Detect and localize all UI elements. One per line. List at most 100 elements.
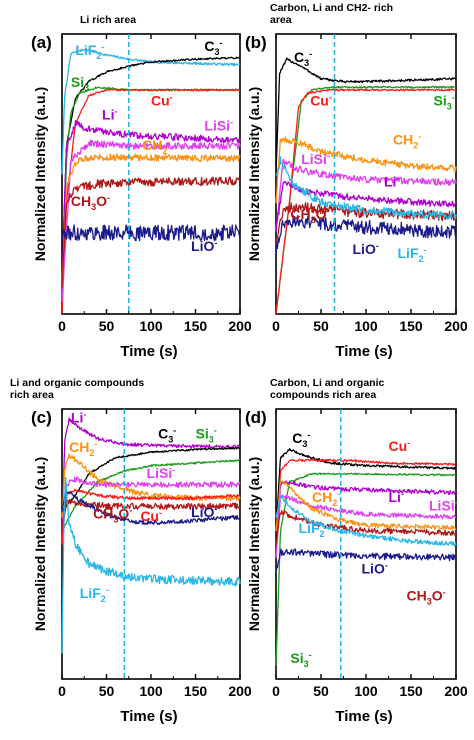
series-label-CH3O-: CH3O- <box>71 193 110 212</box>
x-tick-label: 0 <box>58 318 66 334</box>
series-label-Si3-: Si3- <box>196 426 217 445</box>
series-label-LiF2-: LiF2- <box>299 520 328 539</box>
series-label-LiO-: LiO- <box>191 238 217 254</box>
x-axis-label: Time (s) <box>120 708 177 725</box>
series-label-C3-: C3- <box>158 426 176 445</box>
y-axis-label: Normalized Intensity (a.u.) <box>32 457 48 631</box>
plot-frame <box>275 33 457 315</box>
series-label-LiO-: LiO- <box>353 241 379 257</box>
series-line-LiF2- <box>61 477 241 654</box>
series-label-LiSi-: LiSi- <box>147 465 176 481</box>
series-line-CH2- <box>275 479 457 532</box>
panel-0: (a) Li rich area 0 50 100 150 200 Time (s) Norma… <box>31 14 252 360</box>
x-tick-label: 50 <box>313 318 329 334</box>
x-tick-label: 100 <box>139 318 163 334</box>
panel-letter: (c) <box>31 408 52 427</box>
x-tick-label: 150 <box>399 683 423 699</box>
series-line-C3- <box>275 448 457 531</box>
series-line-Li- <box>61 119 241 288</box>
x-tick-label: 0 <box>272 683 280 699</box>
series-line-Si3- <box>275 472 457 666</box>
series-label-CH3O-: CH3O- <box>290 206 329 225</box>
x-tick-label: 200 <box>228 318 252 334</box>
series-label-CH2-: CH2- <box>393 132 421 151</box>
series-line-CH3O- <box>61 176 241 288</box>
series-label-LiSi-: LiSi- <box>204 118 233 134</box>
area-note: Li rich area <box>80 14 136 26</box>
series-line-Si3- <box>61 458 241 531</box>
x-axis-label: Time (s) <box>335 343 392 360</box>
series-line-LiSi- <box>61 476 241 532</box>
series-label-Li-: Li- <box>71 410 86 426</box>
series-label-LiF2-: LiF2- <box>75 42 104 61</box>
x-tick-label: 50 <box>99 318 115 334</box>
series-label-Si3-: Si3- <box>290 650 311 669</box>
series-label-C3-: C3- <box>292 430 310 449</box>
x-tick-label: 150 <box>399 318 423 334</box>
area-note: rich area <box>10 389 54 401</box>
x-tick-label: 50 <box>313 683 329 699</box>
series-label-CH3O-: CH3O- <box>93 505 132 524</box>
x-tick-label: 150 <box>184 318 208 334</box>
x-tick-label: 100 <box>354 318 378 334</box>
area-note: Li and organic compounds <box>10 377 144 389</box>
x-tick-label: 100 <box>354 683 378 699</box>
series-label-Cu-: Cu- <box>310 92 332 108</box>
series-label-C3-: C3- <box>294 49 312 68</box>
series-line-CH2- <box>61 153 241 288</box>
series-label-LiO-: LiO- <box>191 504 217 520</box>
series-label-LiF2-: LiF2- <box>80 585 109 604</box>
series-line-LiF2- <box>275 155 457 220</box>
series-line-C3- <box>61 56 241 281</box>
panel-letter: (b) <box>245 33 267 52</box>
x-axis-label: Time (s) <box>120 343 177 360</box>
series-label-CH2-: CH2- <box>142 137 170 156</box>
x-tick-label: 100 <box>139 683 163 699</box>
series-line-LiO- <box>61 224 241 242</box>
series-line-Cu- <box>275 458 457 558</box>
series-label-Cu-: Cu- <box>151 92 173 108</box>
series-line-LiO- <box>275 214 457 256</box>
series-line-LiO- <box>275 548 457 572</box>
x-tick-label: 200 <box>444 318 468 334</box>
series-line-LiO- <box>61 491 241 526</box>
area-note: Carbon, Li and CH2- rich <box>270 2 393 14</box>
x-tick-label: 200 <box>228 683 252 699</box>
series-line-Cu- <box>61 88 241 315</box>
series-line-Li- <box>61 417 241 545</box>
series-label-C3-: C3- <box>204 38 222 57</box>
series-line-C3- <box>275 57 457 175</box>
area-note: Carbon, Li and organic <box>270 377 385 389</box>
series-line-Si3- <box>275 85 457 315</box>
series-label-Si3-: Si3- <box>434 92 455 111</box>
x-tick-label: 0 <box>58 683 66 699</box>
series-label-LiO-: LiO- <box>362 561 388 577</box>
x-tick-label: 0 <box>272 318 280 334</box>
series-line-Cu- <box>275 88 457 315</box>
y-axis-label: Normalized Intensity (a.u.) <box>246 87 262 261</box>
panel-letter: (d) <box>245 408 267 427</box>
series-label-Li-: Li- <box>384 174 399 190</box>
series-label-LiSi-: LiSi- <box>429 497 458 513</box>
x-tick-label: 200 <box>444 683 468 699</box>
series-line-Cu- <box>61 488 241 545</box>
x-tick-label: 50 <box>99 683 115 699</box>
series-label-CH3O-: CH3O- <box>407 588 446 607</box>
series-label-CH2-: CH2- <box>69 439 97 458</box>
y-axis-label: Normalized Intensity (a.u.) <box>32 87 48 261</box>
series-label-LiSi-: LiSi- <box>301 151 330 167</box>
series-line-LiSi- <box>61 139 241 302</box>
series-line-CH2- <box>275 136 457 204</box>
series-label-Cu-: Cu- <box>140 508 162 524</box>
y-axis-label: Normalized Intensity (a.u.) <box>246 457 262 631</box>
area-note: area <box>270 14 292 26</box>
series-line-Li- <box>275 480 457 559</box>
series-label-CH2-: CH2- <box>312 489 340 508</box>
x-axis-label: Time (s) <box>335 708 392 725</box>
area-note: compounds rich area <box>270 389 376 401</box>
series-label-LiF2-: LiF2- <box>398 245 427 264</box>
series-label-Li-: Li- <box>389 489 404 505</box>
